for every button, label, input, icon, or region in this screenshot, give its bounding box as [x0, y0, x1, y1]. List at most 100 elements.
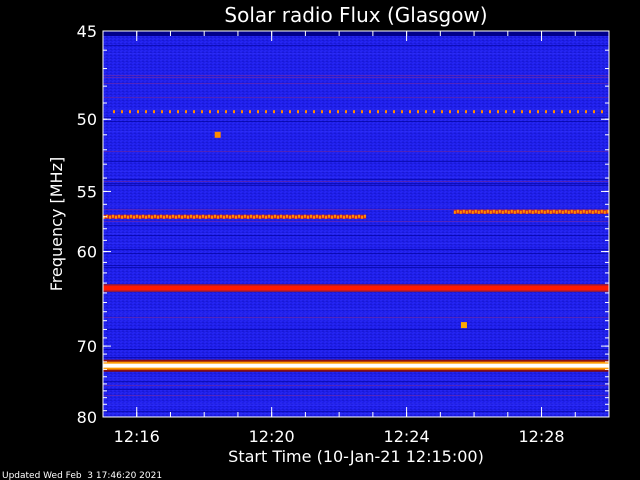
interference-segment-dash — [184, 214, 186, 218]
interference-segment-dash — [316, 214, 318, 218]
dotted-band-dot — [145, 110, 147, 114]
noise-stripe — [103, 349, 609, 350]
noise-stripe — [103, 221, 609, 222]
interference-segment-dash — [346, 214, 348, 218]
interference-segment-dash — [453, 210, 456, 214]
interference-segment-dash — [145, 215, 147, 219]
noise-stripe — [103, 413, 609, 414]
dotted-band-dot — [313, 110, 315, 114]
interference-segment-dash — [567, 210, 570, 214]
dotted-band-dot — [593, 110, 595, 114]
dotted-band-dot — [297, 110, 299, 114]
interference-segment-dash — [322, 214, 324, 218]
dotted-band-dot — [217, 110, 219, 114]
interference-segment-dash — [136, 214, 138, 218]
noise-stripe — [103, 53, 609, 54]
interference-segment-dash — [510, 209, 513, 213]
dotted-band-dot — [585, 110, 587, 114]
dotted-band-dot — [137, 110, 139, 114]
interference-segment-dash — [334, 214, 336, 218]
interference-segment-dash — [471, 210, 474, 214]
interference-segment-dash — [337, 215, 339, 219]
interference-segment-dash — [235, 215, 237, 219]
interference-segment-dash — [190, 214, 192, 218]
noise-stripe — [103, 183, 609, 184]
noise-stripe — [103, 77, 609, 78]
interference-segment-dash — [283, 215, 285, 219]
interference-segment-dash — [528, 209, 531, 213]
interference-segment-dash — [310, 214, 312, 218]
noise-stripe — [103, 181, 609, 182]
interference-segment-dash — [564, 209, 567, 213]
emission-band-core — [103, 363, 609, 368]
noise-stripe — [103, 411, 609, 412]
dotted-band-dot — [345, 110, 347, 114]
interference-segment-dash — [361, 215, 363, 219]
interference-segment-dash — [358, 214, 360, 218]
interference-segment-dash — [205, 215, 207, 219]
x-tick-label: 12:28 — [518, 427, 564, 446]
interference-segment-dash — [133, 215, 135, 219]
noise-stripe — [103, 187, 609, 188]
dotted-band-dot — [225, 110, 227, 114]
top-dark-band — [103, 31, 609, 36]
noise-stripe — [103, 265, 609, 266]
interference-segment-dash — [259, 215, 261, 219]
noise-stripe — [103, 319, 609, 320]
interference-segment-dash — [298, 214, 300, 218]
interference-segment-dash — [271, 215, 273, 219]
interference-segment-dash — [594, 209, 597, 213]
interference-segment-dash — [154, 214, 156, 218]
dotted-band-dot — [377, 110, 379, 114]
noise-stripe — [103, 109, 609, 110]
interference-segment-dash — [169, 215, 171, 219]
dotted-band-dot — [577, 110, 579, 114]
interference-segment-dash — [355, 215, 357, 219]
interference-segment-dash — [181, 215, 183, 219]
interference-segment-dash — [492, 209, 495, 213]
signal-blip — [214, 131, 221, 138]
noise-stripe — [103, 317, 609, 318]
interference-segment-dash — [456, 209, 459, 213]
interference-segment-dash — [229, 215, 231, 219]
interference-segment-dash — [546, 209, 549, 213]
noise-stripe — [103, 329, 609, 330]
dotted-band-dot — [545, 110, 547, 114]
interference-segment-dash — [199, 215, 201, 219]
updated-footer: Updated Wed Feb 3 17:46:20 2021 — [2, 471, 162, 480]
y-tick-label: 55 — [77, 182, 97, 201]
noise-stripe — [103, 225, 609, 226]
interference-segment-dash — [325, 215, 327, 219]
interference-segment-dash — [232, 214, 234, 218]
interference-segment-dash — [313, 215, 315, 219]
dotted-band-dot — [473, 110, 475, 114]
interference-segment-dash — [468, 209, 471, 213]
dotted-band-dot — [449, 110, 451, 114]
noise-stripe — [103, 205, 609, 206]
interference-segment-dash — [483, 210, 486, 214]
interference-segment-dash — [606, 209, 609, 213]
interference-segment-dash — [489, 210, 492, 214]
dotted-band-dot — [497, 110, 499, 114]
interference-segment-dash — [558, 209, 561, 213]
interference-segment-dash — [148, 214, 150, 218]
interference-segment-dash — [115, 215, 117, 219]
dotted-band-dot — [153, 110, 155, 114]
interference-segment-dash — [555, 210, 558, 214]
interference-segment-dash — [504, 209, 507, 213]
interference-segment-dash — [525, 210, 528, 214]
dotted-band-dot — [433, 110, 435, 114]
interference-segment-dash — [166, 214, 168, 218]
interference-segment-dash — [552, 209, 555, 213]
noise-stripe — [103, 185, 609, 186]
noise-stripe — [103, 179, 609, 180]
noise-stripe — [103, 75, 609, 76]
dotted-band-dot — [489, 110, 491, 114]
noise-stripe — [103, 403, 609, 404]
interference-segment-dash — [570, 209, 573, 213]
noise-stripe — [103, 313, 609, 314]
interference-segment-dash — [486, 209, 489, 213]
noise-stripe — [103, 131, 609, 132]
dotted-band-dot — [329, 110, 331, 114]
